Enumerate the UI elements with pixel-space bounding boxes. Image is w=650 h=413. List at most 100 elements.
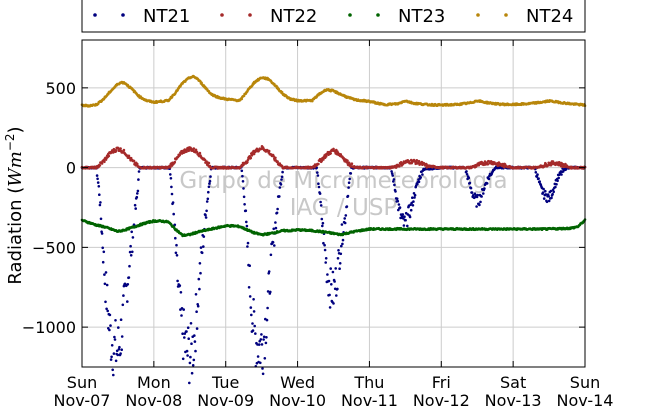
data-point bbox=[398, 206, 402, 209]
legend: NT21 NT22 NT23 NT24 bbox=[81, 0, 586, 33]
data-point bbox=[475, 205, 478, 208]
data-point bbox=[263, 357, 267, 360]
data-point bbox=[108, 313, 112, 317]
data-point bbox=[120, 348, 123, 352]
data-point bbox=[117, 348, 121, 351]
legend-label-nt21: NT21 bbox=[143, 6, 190, 27]
y-tick-label: −1000 bbox=[22, 318, 76, 337]
legend-marker bbox=[220, 13, 224, 17]
data-point bbox=[202, 245, 205, 248]
data-point bbox=[419, 176, 423, 179]
data-point bbox=[483, 187, 486, 190]
data-point bbox=[189, 355, 192, 359]
data-point bbox=[100, 162, 104, 165]
data-point bbox=[280, 178, 283, 181]
data-point bbox=[390, 170, 393, 173]
data-point bbox=[198, 287, 201, 291]
data-point bbox=[98, 193, 101, 196]
data-point bbox=[401, 213, 405, 216]
data-point bbox=[261, 367, 264, 370]
data-point bbox=[186, 354, 189, 357]
data-point bbox=[207, 185, 211, 189]
data-point bbox=[133, 203, 137, 207]
data-point bbox=[338, 262, 342, 265]
data-point bbox=[349, 172, 353, 175]
data-point bbox=[122, 148, 126, 152]
data-point bbox=[99, 217, 103, 221]
data-point bbox=[241, 180, 245, 183]
legend-marker bbox=[376, 13, 380, 17]
data-point bbox=[476, 193, 480, 197]
data-point bbox=[551, 192, 554, 196]
data-point bbox=[205, 209, 208, 213]
data-point bbox=[396, 199, 400, 203]
data-point bbox=[186, 326, 190, 330]
data-point bbox=[128, 250, 132, 254]
data-point bbox=[183, 336, 186, 339]
data-point bbox=[122, 294, 125, 297]
x-tick-label-date: Nov-11 bbox=[341, 391, 398, 409]
data-point bbox=[195, 310, 198, 314]
data-point bbox=[173, 160, 177, 164]
data-point bbox=[207, 161, 211, 165]
data-point bbox=[209, 175, 212, 178]
data-point bbox=[266, 306, 269, 310]
data-point bbox=[259, 338, 263, 341]
data-point bbox=[112, 373, 115, 377]
data-point bbox=[257, 343, 261, 346]
data-point bbox=[392, 180, 395, 183]
data-point bbox=[346, 194, 350, 198]
data-point bbox=[199, 246, 203, 249]
data-point bbox=[249, 156, 253, 160]
data-point bbox=[479, 200, 482, 204]
data-point bbox=[96, 177, 99, 181]
data-point bbox=[119, 147, 122, 150]
data-point bbox=[322, 158, 325, 161]
data-point bbox=[189, 322, 193, 325]
data-point bbox=[321, 221, 325, 225]
data-point bbox=[169, 177, 173, 180]
data-point bbox=[534, 171, 538, 174]
x-tick-label-date: Nov-12 bbox=[413, 391, 470, 409]
data-point bbox=[550, 196, 553, 200]
data-point bbox=[245, 224, 249, 228]
data-point bbox=[267, 270, 271, 273]
data-point bbox=[317, 162, 320, 166]
data-point bbox=[556, 179, 559, 183]
data-point bbox=[415, 159, 419, 162]
data-point bbox=[185, 349, 189, 353]
data-point bbox=[411, 204, 415, 207]
data-point bbox=[338, 267, 341, 271]
data-point bbox=[104, 300, 107, 304]
legend-marker bbox=[348, 13, 352, 17]
data-point bbox=[333, 280, 336, 283]
x-tick-label-date: Nov-08 bbox=[125, 391, 182, 409]
data-point bbox=[181, 332, 184, 336]
legend-marker bbox=[476, 13, 480, 17]
data-point bbox=[551, 160, 555, 163]
data-point bbox=[135, 195, 139, 199]
data-point bbox=[330, 283, 333, 286]
legend-marker bbox=[121, 13, 125, 17]
data-point bbox=[137, 170, 141, 173]
data-point bbox=[202, 235, 206, 238]
data-point bbox=[326, 273, 329, 276]
y-axis-label-text: Radiation (Wm−2) bbox=[3, 126, 26, 284]
plot-frame bbox=[81, 39, 586, 368]
data-point bbox=[131, 236, 135, 239]
legend-marker bbox=[93, 13, 97, 17]
legend-box bbox=[81, 0, 586, 33]
data-point bbox=[114, 359, 118, 363]
data-point bbox=[319, 204, 323, 207]
data-point bbox=[172, 212, 175, 216]
data-point bbox=[204, 216, 208, 219]
y-tick-label: 0 bbox=[66, 159, 76, 178]
data-point bbox=[241, 174, 244, 178]
data-point bbox=[120, 335, 124, 338]
data-point bbox=[199, 271, 202, 275]
data-point bbox=[98, 203, 102, 207]
data-point bbox=[97, 185, 101, 188]
data-point bbox=[104, 271, 108, 274]
data-point bbox=[115, 349, 119, 353]
